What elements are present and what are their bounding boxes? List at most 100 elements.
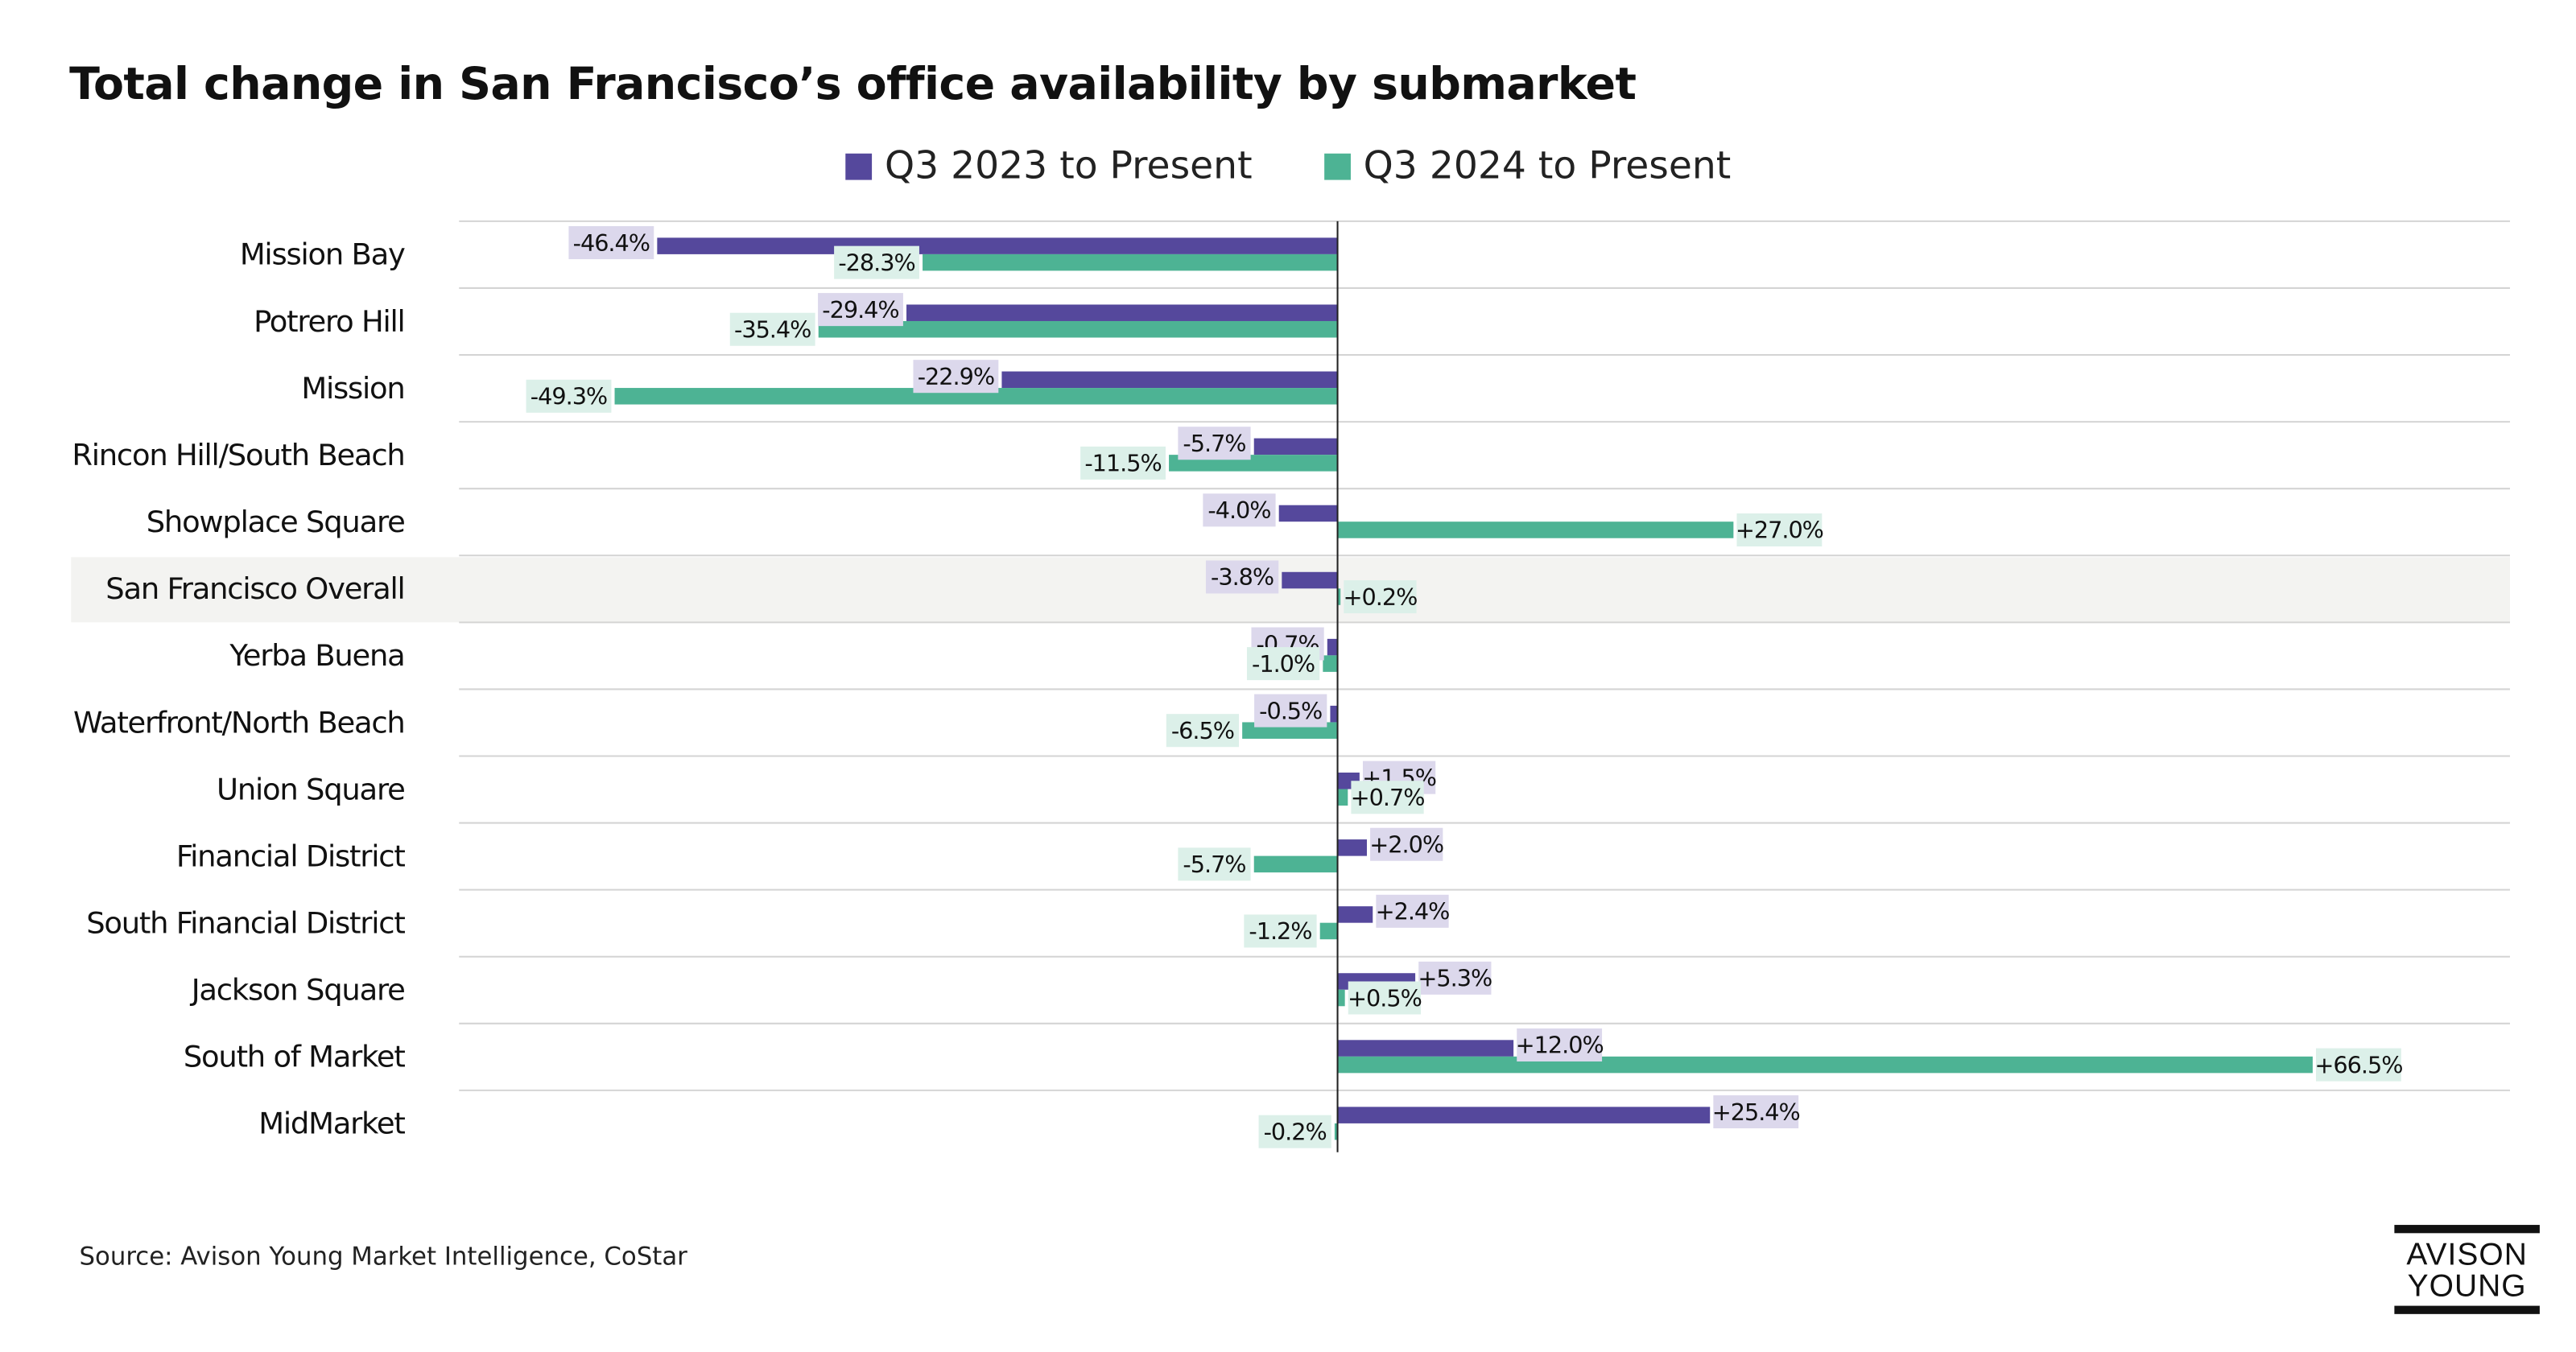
data-label-series1: +2.4% — [1376, 898, 1450, 925]
bar-series2 — [614, 388, 1338, 405]
data-label-bg — [1080, 446, 1166, 480]
bar-series2 — [1337, 521, 1734, 538]
legend-swatch-series1 — [844, 153, 872, 180]
bar-series1 — [1327, 638, 1338, 656]
category-label: Union Square — [217, 772, 405, 806]
data-label-bg — [913, 360, 999, 394]
bar-series2 — [1337, 789, 1348, 806]
data-label-series2: -49.3% — [530, 383, 607, 410]
bar-series1 — [1282, 571, 1338, 589]
category-label: Mission Bay — [240, 237, 405, 272]
bar-series2 — [923, 254, 1338, 271]
bar-series2 — [1337, 1056, 2313, 1074]
avison-young-logo: AVISON YOUNG — [2394, 1225, 2540, 1314]
legend-item-series2: Q3 2024 to Present — [1323, 146, 1731, 188]
data-label-series1: -22.9% — [918, 363, 994, 390]
data-label-series2: -1.0% — [1252, 650, 1315, 678]
data-label-bg — [1244, 914, 1317, 948]
logo-line1: AVISON — [2406, 1238, 2528, 1273]
data-label-bg — [818, 293, 903, 327]
logo-rule-bottom — [2394, 1305, 2540, 1314]
data-label-bg — [1348, 981, 1422, 1015]
data-label-series2: -28.3% — [838, 249, 914, 276]
bar-series1 — [657, 237, 1338, 254]
data-label-series2: -11.5% — [1084, 450, 1161, 477]
bar-series2 — [1337, 989, 1345, 1007]
data-label-series1: -5.7% — [1183, 430, 1245, 457]
category-label: San Francisco Overall — [105, 571, 404, 606]
data-label-series2: +0.2% — [1344, 583, 1418, 611]
data-label-bg — [1418, 961, 1492, 995]
data-label-bg — [568, 226, 654, 260]
data-label-series2: -6.5% — [1171, 717, 1234, 744]
bar-series2 — [818, 320, 1338, 338]
data-label-series2: -0.2% — [1264, 1118, 1327, 1145]
data-label-bg — [1246, 647, 1320, 681]
data-label-series2: -35.4% — [734, 315, 811, 343]
data-label-bg — [1370, 827, 1443, 861]
category-label: Showplace Square — [147, 505, 405, 539]
category-label: South Financial District — [86, 905, 405, 940]
data-label-bg — [526, 379, 612, 413]
data-label-bg — [1254, 694, 1327, 728]
bar-series2 — [1323, 655, 1338, 672]
legend-label-series2: Q3 2024 to Present — [1363, 145, 1732, 188]
legend-item-series1: Q3 2023 to Present — [844, 145, 1253, 188]
bar-series2 — [1319, 922, 1338, 940]
logo-line2: YOUNG — [2407, 1269, 2527, 1305]
data-label-series1: +5.3% — [1418, 965, 1492, 992]
data-label-series1: +2.0% — [1369, 831, 1443, 858]
data-label-series2: +0.7% — [1351, 784, 1425, 811]
highlight-row — [71, 557, 2510, 623]
data-label-bg — [1517, 1028, 1603, 1061]
chart-title: Total change in San Francisco’s office a… — [69, 59, 1637, 111]
bar-series2 — [1334, 1123, 1338, 1140]
source-note: Source: Avison Young Market Intelligence… — [79, 1241, 687, 1272]
data-label-bg — [1351, 781, 1424, 814]
data-label-series1: +25.4% — [1712, 1098, 1800, 1126]
data-label-series1: -4.0% — [1208, 497, 1270, 524]
category-label: Potrero Hill — [254, 304, 404, 339]
data-label-bg — [1713, 1095, 1799, 1129]
data-label-series2: -1.2% — [1249, 917, 1311, 945]
category-label: Yerba Buena — [229, 638, 404, 673]
data-label-series1: -29.4% — [822, 296, 898, 324]
category-label: Mission — [301, 371, 404, 406]
bar-series1 — [906, 304, 1338, 321]
data-label-series2: +27.0% — [1736, 517, 1823, 544]
category-label: Rincon Hill/South Beach — [72, 438, 404, 472]
data-label-series2: -5.7% — [1183, 851, 1245, 878]
bar-series1 — [1001, 371, 1338, 389]
bar-series1 — [1330, 705, 1338, 723]
data-label-bg — [1376, 894, 1449, 928]
legend-label-series1: Q3 2023 to Present — [884, 145, 1253, 188]
bar-series2 — [1337, 588, 1341, 605]
legend: Q3 2023 to Present Q3 2024 to Present — [0, 146, 2576, 190]
category-label: Financial District — [176, 839, 406, 873]
bar-series1 — [1253, 438, 1338, 455]
data-label-series1: -46.4% — [573, 229, 650, 257]
category-label: MidMarket — [258, 1107, 405, 1141]
data-label-bg — [1344, 580, 1417, 614]
data-label-bg — [1178, 847, 1251, 881]
data-label-bg — [834, 245, 919, 279]
data-label-series2: +66.5% — [2314, 1051, 2402, 1078]
bar-series2 — [1253, 855, 1338, 873]
data-label-series1: +12.0% — [1516, 1032, 1604, 1059]
data-label-bg — [729, 312, 815, 346]
bar-series1 — [1337, 1040, 1514, 1057]
data-label-bg — [1203, 493, 1276, 527]
bar-series1 — [1337, 906, 1373, 923]
data-label-series1: -0.5% — [1259, 697, 1322, 724]
data-label-bg — [1736, 513, 1823, 546]
category-label: Jackson Square — [190, 973, 405, 1008]
data-label-bg — [1166, 714, 1240, 748]
bar-series1 — [1278, 505, 1338, 522]
logo-rule-top — [2394, 1225, 2540, 1234]
bar-series1 — [1337, 1107, 1711, 1123]
data-label-bg — [1258, 1115, 1331, 1148]
category-label: South of Market — [184, 1040, 405, 1074]
data-label-series1: -3.8% — [1211, 563, 1274, 591]
bar-series1 — [1337, 839, 1367, 856]
